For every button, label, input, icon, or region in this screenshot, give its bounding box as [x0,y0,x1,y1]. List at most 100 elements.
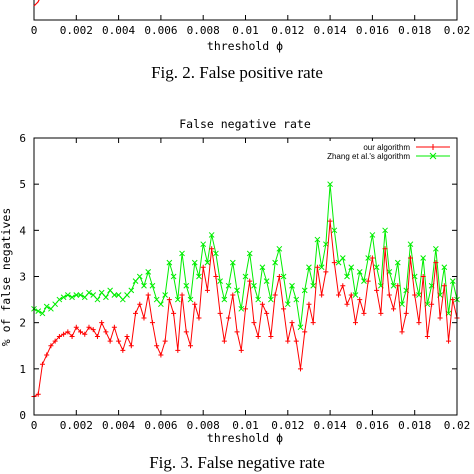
data-point [217,310,223,316]
data-point [344,301,350,307]
data-point [281,306,287,312]
data-point [158,301,164,308]
data-point [81,294,88,301]
series-our-algorithm [31,218,460,400]
x-tick-label: 0.004 [102,419,135,432]
data-point [390,282,397,289]
data-point [450,297,456,303]
data-point [272,292,278,298]
data-point [272,259,278,266]
data-point [149,320,155,326]
x-tick-label: 0.014 [314,419,347,432]
data-point [335,259,342,266]
data-point [348,292,354,298]
data-point [399,329,405,335]
data-point [263,278,270,284]
data-point [116,338,122,344]
data-point [373,264,380,271]
data-point [293,338,299,344]
data-point [382,246,388,252]
data-point [69,294,75,301]
data-point [310,282,317,289]
y-tick-label: 2 [19,317,26,330]
data-point [306,264,312,271]
data-point [213,250,219,257]
data-point [183,282,190,289]
data-point [213,274,219,279]
data-point [238,305,245,312]
data-point [204,287,210,293]
legend-label-our-algorithm: our algorithm [363,143,410,152]
data-point [162,292,168,298]
data-point [86,289,92,296]
data-point [179,292,185,298]
data-point [243,306,248,312]
data-point [407,255,413,261]
data-point [297,366,303,372]
data-point [340,283,346,289]
x-tick-label: 0.01 [232,419,259,432]
data-point [60,294,67,301]
data-point [382,227,388,234]
data-point [77,292,84,298]
data-point [73,324,79,330]
fig3-caption: Fig. 3. False negative rate [149,453,325,472]
data-point [103,294,109,301]
data-point [424,334,430,340]
data-point [234,329,240,335]
data-point [449,278,456,284]
data-point [52,338,58,344]
data-point [285,338,291,344]
data-point [276,245,283,252]
data-point [319,292,325,298]
data-point [365,278,371,284]
series-layer [31,181,460,400]
data-point [145,269,152,275]
data-point [394,259,401,266]
data-point [107,287,113,294]
data-point [331,260,337,266]
data-point [166,259,173,266]
top-x-tick-label: 0.004 [102,24,135,37]
data-point [111,324,117,330]
data-point [208,232,215,238]
top-plot-partial-series [33,0,40,7]
data-point [259,264,266,271]
top-x-ticks: 0 0.002 0.004 0.006 0.008 0.01 0.012 0.014 0.016… [31,15,470,37]
data-point [268,296,274,303]
data-point [259,301,265,307]
data-point [191,259,198,266]
data-point [314,264,320,270]
y-tick-label: 3 [19,271,26,284]
data-point [174,296,181,303]
data-point [196,273,202,280]
data-point [226,315,232,321]
x-tick-label: 0.016 [356,419,389,432]
data-point [420,255,427,261]
top-x-tick-label: 0.002 [60,24,93,37]
legend-marker-our-algorithm [430,144,436,150]
top-x-tick-label: 0.016 [356,24,389,37]
data-point [357,297,363,303]
data-point [284,301,291,308]
data-point [90,292,97,298]
data-point [230,292,236,298]
data-point [94,296,101,303]
data-point [52,301,59,308]
data-point [446,338,452,344]
top-x-tick-label: 0.008 [187,24,220,37]
y-axis-label: % of false negatives [0,208,13,346]
data-point [204,259,211,266]
data-point [90,327,96,333]
data-point [251,282,257,289]
y-tick-label: 1 [19,363,26,376]
data-point [264,310,270,316]
data-point [192,301,198,307]
data-point [306,301,312,307]
data-point [369,255,375,261]
data-point [175,347,181,353]
data-point [200,264,206,270]
data-point [374,287,380,293]
data-point [234,287,240,294]
data-point [420,274,426,279]
